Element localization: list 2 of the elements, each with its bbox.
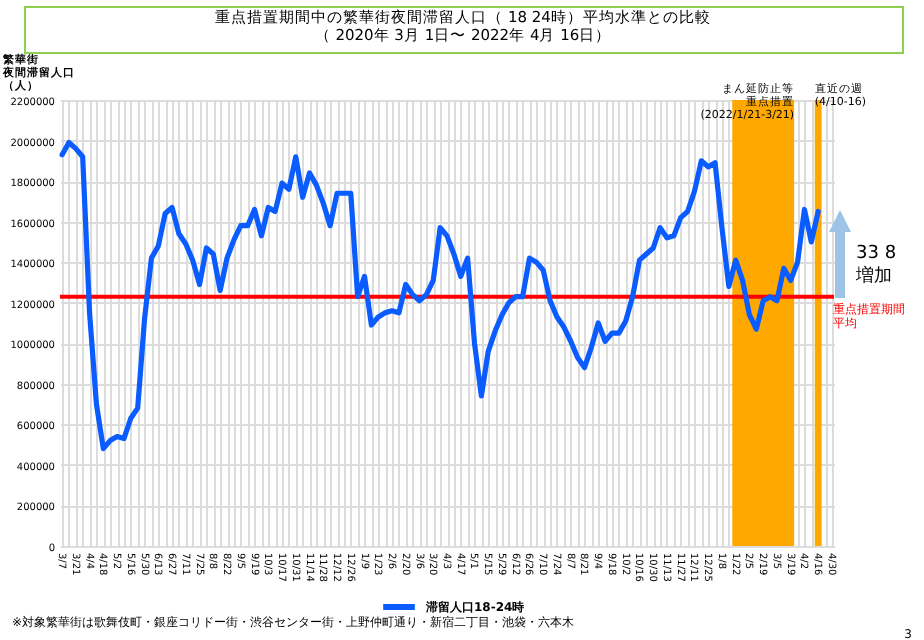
text: 33 8 増加 bbox=[854, 244, 897, 288]
line-series bbox=[59, 139, 821, 452]
